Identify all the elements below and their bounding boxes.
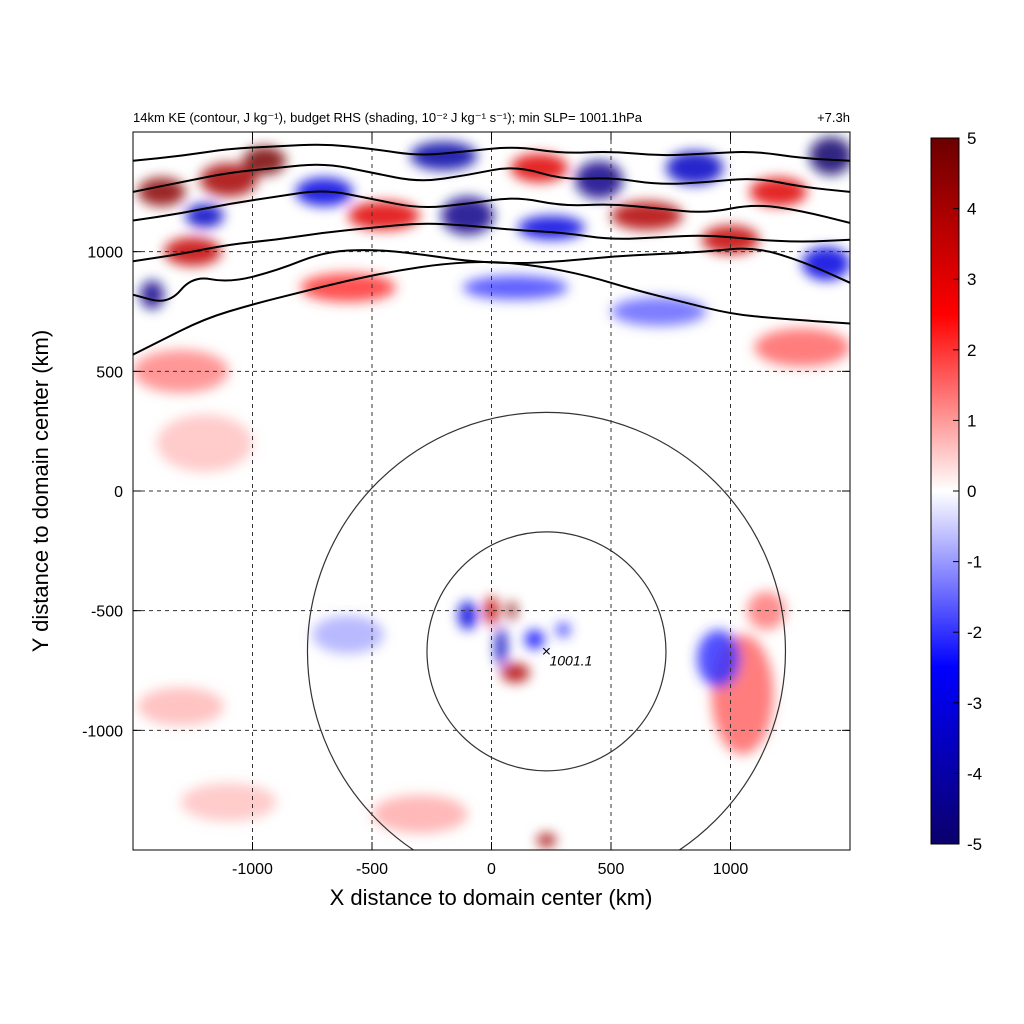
colorbar-tick-label: 5	[967, 129, 976, 148]
shading-cell	[312, 615, 384, 654]
y-tick-label: -1000	[82, 723, 123, 740]
colorbar-tick-label: -3	[967, 694, 982, 713]
x-tick-label: 500	[598, 861, 625, 878]
shading-cell	[802, 246, 850, 281]
shading-cell	[501, 663, 530, 683]
storm-center-label: 1001.1	[549, 652, 592, 668]
shading-cell	[180, 782, 277, 822]
colorbar-tick-label: 4	[967, 200, 976, 219]
colorbar-tick-label: -1	[967, 553, 982, 572]
y-tick-label: 500	[96, 364, 123, 381]
x-tick-label: -500	[356, 861, 388, 878]
ke-contours	[133, 143, 850, 356]
x-tick-label: 0	[487, 861, 496, 878]
x-axis-label: X distance to domain center (km)	[330, 885, 653, 910]
shading-cell	[410, 141, 478, 171]
shading-cell	[137, 687, 224, 726]
shading-cell	[536, 833, 557, 848]
shading-cell	[156, 414, 253, 472]
y-axis: -1000 -500 0 500 1000	[82, 245, 850, 740]
shading-cell	[517, 215, 585, 240]
colorbar-tick-label: -5	[967, 835, 982, 854]
colorbar-tick-label: -4	[967, 764, 982, 783]
shading-cell	[462, 275, 568, 300]
range-ring	[306, 411, 786, 850]
range-rings	[306, 411, 786, 850]
colorbar-scale	[930, 137, 960, 845]
colorbar-tick-label: 3	[967, 270, 976, 289]
shading-cell	[140, 280, 165, 310]
shading-cell	[665, 151, 724, 185]
shading-cell	[348, 201, 420, 231]
time-label: +7.3h	[817, 110, 850, 125]
x-axis: -1000 -500 0 500 1000	[232, 132, 748, 878]
colorbar-ticks: 5 4 3 2 1 0 -1 -2 -3 -4 -5	[953, 129, 982, 854]
x-tick-label: -1000	[232, 861, 273, 878]
shading-cell	[524, 629, 545, 649]
y-axis-label: Y distance to domain center (km)	[28, 330, 53, 652]
colorbar-tick-label: 2	[967, 341, 976, 360]
shading-cell	[510, 153, 568, 183]
colorbar-tick-label: 1	[967, 411, 976, 430]
chart-title: 14km KE (contour, J kg⁻¹), budget RHS (s…	[133, 110, 643, 125]
colorbar: 5 4 3 2 1 0 -1 -2 -3 -4 -5	[930, 129, 982, 854]
x-tick-label: 1000	[713, 861, 749, 878]
shading-cell	[458, 601, 478, 630]
ke-contour-line	[133, 190, 850, 224]
shading-cell	[611, 297, 707, 326]
colorbar-tick-label: 0	[967, 482, 976, 501]
shading-cell	[809, 136, 850, 176]
shading-cell	[495, 627, 508, 666]
ke-contour-line	[133, 247, 850, 302]
shading-cell	[697, 629, 741, 688]
shading-cell	[441, 196, 494, 235]
colorbar-tick-label: -2	[967, 623, 982, 642]
storm-center: × 1001.1	[542, 643, 593, 668]
ke-contour-line	[133, 261, 850, 356]
y-tick-label: 0	[114, 484, 123, 501]
shading-cell	[133, 349, 229, 393]
y-tick-label: -500	[91, 604, 123, 621]
ke-contour-line	[133, 222, 850, 263]
shading-cell	[372, 794, 468, 834]
shading-cell	[556, 622, 571, 637]
ke-contour-line	[133, 143, 850, 162]
range-ring	[426, 531, 667, 772]
plot-area: × 1001.1	[132, 131, 851, 851]
shading-cell	[185, 203, 224, 228]
storm-center-marker: ×	[542, 643, 551, 660]
shading-cell	[484, 596, 499, 626]
shading-cell	[754, 328, 850, 367]
ke-contour-line	[133, 163, 850, 193]
y-tick-label: 1000	[87, 245, 123, 262]
shading-cell	[300, 273, 396, 302]
